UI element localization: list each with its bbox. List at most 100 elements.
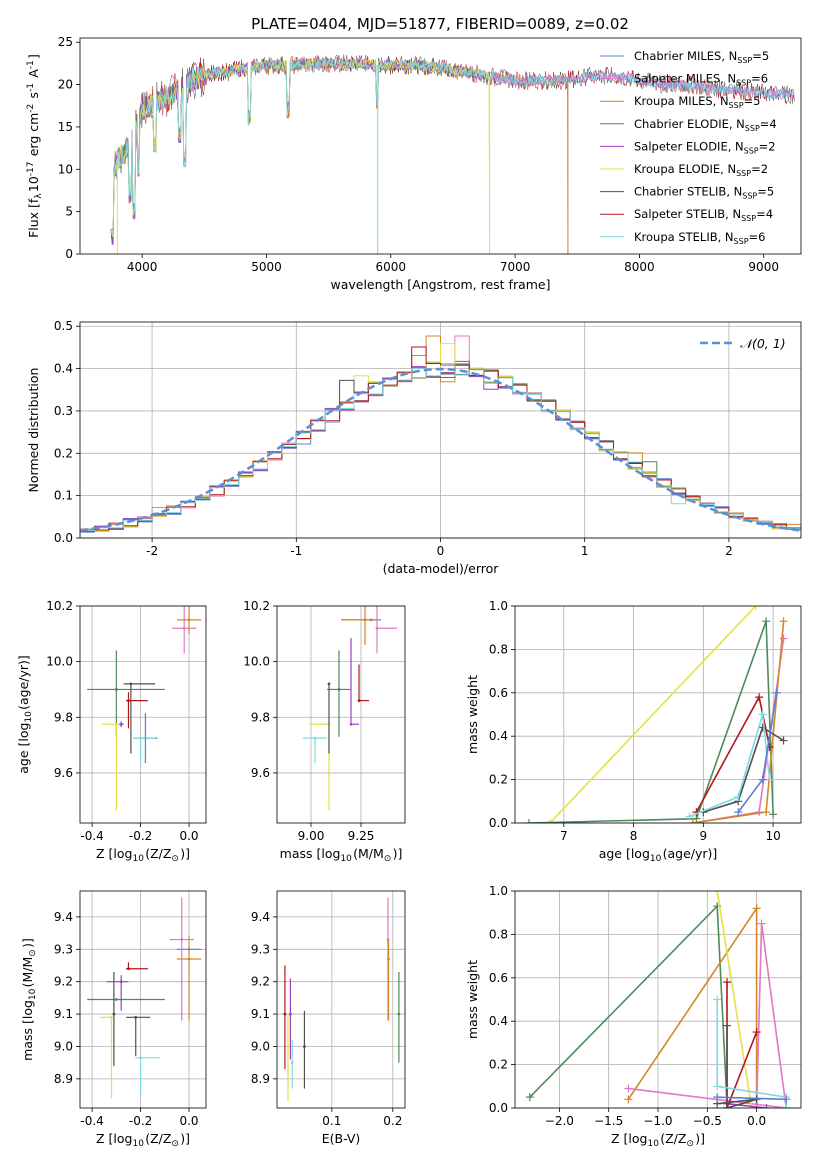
y-tick-label: 0.3 <box>54 404 73 418</box>
x-tick-label: −1.5 <box>594 1114 623 1128</box>
x-tick-label: -0.2 <box>129 1114 152 1128</box>
data-point <box>313 736 317 740</box>
y-tick-label: 9.1 <box>54 1007 73 1021</box>
y-tick-label: 0.5 <box>54 319 73 333</box>
axes-frame <box>79 605 207 824</box>
y-tick-label: 1.0 <box>489 599 508 613</box>
data-point <box>114 722 118 726</box>
weight-marker <box>772 688 781 697</box>
weight-marker <box>723 978 732 987</box>
y-tick-label: 0.2 <box>489 773 508 787</box>
plot-area <box>525 891 791 1108</box>
plot-area <box>80 335 801 538</box>
data-point <box>180 938 184 941</box>
gridlines <box>277 891 405 1108</box>
axes-frame <box>79 321 802 539</box>
x-axis-label: Z [log10 (Z/Z⊙ )] <box>96 1131 190 1149</box>
y-tick-label: 25 <box>58 35 73 49</box>
plot-area <box>303 606 397 811</box>
weight-marker <box>758 710 767 719</box>
y-tick-label: 9.8 <box>54 710 73 724</box>
spectrum-line-chabrier-elodie <box>110 56 491 241</box>
data-point <box>114 998 118 1001</box>
weight-marker <box>747 1104 756 1108</box>
y-tick-label: 0.0 <box>489 816 508 830</box>
y-tick-label: 5 <box>65 205 73 219</box>
spectrum-line-kroupa-elodie <box>110 57 491 254</box>
weight-marker <box>782 1104 791 1108</box>
weight-marker <box>757 919 766 928</box>
weight-marker <box>545 819 554 823</box>
weight-marker <box>525 1093 534 1102</box>
data-point <box>114 688 118 691</box>
data-point <box>110 1015 113 1019</box>
data-point <box>129 682 133 686</box>
data-point <box>182 626 186 630</box>
x-tick-label: 4000 <box>127 260 158 274</box>
y-axis-label: age [log10 (age/yr)] <box>16 655 34 774</box>
x-tick-label: −0.5 <box>693 1114 722 1128</box>
weight-marker <box>758 775 767 784</box>
y-tick-label: 0.0 <box>54 531 73 545</box>
x-axis-label: wavelength [Angstrom, rest frame] <box>330 277 550 292</box>
y-tick-label: 8.9 <box>251 1072 270 1086</box>
y-tick-label: 9.6 <box>54 766 73 780</box>
x-tick-label: 1 <box>581 544 589 558</box>
legend-label: Salpeter MILES, NSSP=6 <box>634 72 768 88</box>
legend-label-gaussian: 𝒩(0, 1) <box>740 336 786 351</box>
plot-area <box>87 897 202 1099</box>
y-tick-label: 9.2 <box>251 975 270 989</box>
data-point <box>139 1056 142 1060</box>
y-tick-label: 9.3 <box>54 942 73 956</box>
y-tick-label: 1.0 <box>489 884 508 898</box>
x-tick-label: 8000 <box>624 260 655 274</box>
x-tick-label: 0.2 <box>383 1114 402 1128</box>
y-tick-label: 9.0 <box>251 1039 270 1053</box>
data-point <box>119 722 123 726</box>
data-point <box>187 957 191 961</box>
y-axis-label: Flux [fλ 10-17 erg cm-2 s-1 A-1 ] <box>26 54 44 238</box>
y-tick-label: 0.2 <box>489 1058 508 1072</box>
data-point <box>397 1012 401 1016</box>
weight-marker <box>779 736 788 745</box>
weight-line-kroupa-stelib <box>689 714 771 818</box>
y-tick-label: 9.2 <box>54 975 73 989</box>
legend-label: Kroupa MILES, NSSP=5 <box>634 94 760 110</box>
weight-line-chabrier-stelib <box>717 1025 757 1108</box>
y-tick-label: 0.4 <box>54 362 73 376</box>
data-point <box>127 699 130 702</box>
axes-frame <box>79 37 802 255</box>
y-tick-label: 15 <box>58 120 73 134</box>
weight-line-salpeter-elodie <box>726 1102 767 1108</box>
x-tick-label: -0.4 <box>80 829 103 843</box>
legend-label: Salpeter ELODIE, NSSP=2 <box>634 139 776 155</box>
weight-marker <box>779 617 788 626</box>
y-tick-label: 9.6 <box>251 766 270 780</box>
ticks: −2.0 −1.5 −1.0 −0.5 0.0 0.0 0.2 0.4 0.6 0.8 1.0 <box>489 884 766 1128</box>
y-axis-label: mass [log10 (M/M⊙ )] <box>20 938 38 1061</box>
y-tick-label: 0.2 <box>54 446 73 460</box>
weight-line-chabrier-stelib <box>703 726 785 813</box>
x-tick-label: −1.0 <box>643 1114 672 1128</box>
panel-mass-vs-ebv: 0.1 0.2 8.9 9.0 9.1 9.2 9.3 9.4 E(B-V) <box>251 890 406 1146</box>
weight-marker <box>752 1028 761 1037</box>
data-point <box>112 1012 116 1016</box>
axes-frame <box>276 890 406 1109</box>
panel-residuals: -2 -1 0 1 2 0.0 0.1 0.2 0.3 0.4 0.5 (data-model)/er… <box>26 319 802 576</box>
x-axis-label: Z [log10 (Z/Z⊙ )] <box>96 846 190 864</box>
x-tick-label: 8 <box>630 829 638 843</box>
y-tick-label: 0.4 <box>489 729 508 743</box>
y-tick-label: 8.9 <box>54 1072 73 1086</box>
weight-marker <box>752 1095 761 1104</box>
plot-area <box>87 606 202 811</box>
ticks: 7 8 9 10 0.0 0.2 0.4 0.6 0.8 1.0 <box>489 599 781 843</box>
y-tick-label: 9.4 <box>54 910 73 924</box>
panel-spectrum: 4000 5000 6000 7000 8000 9000 0 5 10 15 20 25 wavele… <box>26 35 802 292</box>
weight-marker <box>624 1084 633 1093</box>
y-tick-label: 9.4 <box>251 910 270 924</box>
y-tick-label: 20 <box>58 78 73 92</box>
plot-area <box>524 606 788 823</box>
y-axis-label: Normed distribution <box>26 368 41 493</box>
y-tick-label: 10 <box>58 162 73 176</box>
legend-label: Chabrier ELODIE, NSSP=4 <box>634 117 777 133</box>
